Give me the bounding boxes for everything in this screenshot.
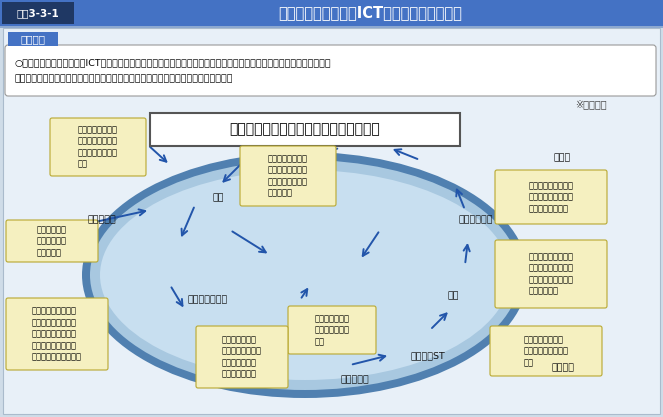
FancyBboxPatch shape [6,220,98,262]
FancyBboxPatch shape [50,118,146,176]
Text: 薬局: 薬局 [448,291,459,301]
Ellipse shape [100,170,510,380]
Text: 本人の状況・状
態に応じた、より
質の高いケアを
行うことが可能: 本人の状況・状 態に応じた、より 質の高いケアを 行うことが可能 [222,335,262,379]
Text: 状態にあった質の
高い医薬・介護サ
ービスを効率的に
受けられる: 状態にあった質の 高い医薬・介護サ ービスを効率的に 受けられる [268,154,308,198]
Text: 介護事業所: 介護事業所 [341,375,369,384]
Text: 目指す姿: 目指す姿 [21,34,46,44]
Bar [0,26,663,28]
Text: 保険者: 保険者 [554,153,571,163]
FancyBboxPatch shape [196,326,288,388]
Text: 医療の質向上
のための分析
研究の発展: 医療の質向上 のための分析 研究の発展 [37,225,67,257]
Text: 行政機関: 行政機関 [552,364,575,372]
Text: 医療等分野におけるICT化の徹底が目指す姿: 医療等分野におけるICT化の徹底が目指す姿 [278,5,462,20]
Ellipse shape [90,160,520,390]
FancyBboxPatch shape [240,146,336,206]
FancyBboxPatch shape [288,306,376,354]
Text: 在宅療養担当医: 在宅療養担当医 [188,296,228,304]
FancyBboxPatch shape [495,170,607,224]
Text: ※イメージ: ※イメージ [575,99,607,109]
Text: かかりつけ医: かかりつけ医 [459,216,493,224]
Text: 図表3-3-1: 図表3-3-1 [17,8,60,18]
Text: 病院の検査結果を診
療に活用。紹介・逆
紹介により、患者を
総合的に診察: 病院の検査結果を診 療に活用。紹介・逆 紹介により、患者を 総合的に診察 [528,252,573,296]
Text: 病院: 病院 [212,193,223,203]
Bar [8,32,58,46]
Text: 効果的な情報分析
による政策の立案・
運営: 効果的な情報分析 による政策の立案・ 運営 [524,335,568,367]
Text: ○医療情報の標準化や共通ICTインフラを整備し、医療の質と効率性の向上を図ることで、世界に誇る保健医療水準を維: ○医療情報の標準化や共通ICTインフラを整備し、医療の質と効率性の向上を図ること… [15,58,332,68]
Text: 状態の変化をタイム
リーに把握可能。生
活状況が分かること
で、投薬や処置の効
果を把握しやすくなる: 状態の変化をタイム リーに把握可能。生 活状況が分かること で、投薬や処置の効 … [32,306,82,362]
FancyBboxPatch shape [5,45,656,96]
Text: 訪問看護ST: 訪問看護ST [410,352,446,361]
Text: 診療所等での過去
の診療情報を活か
して救急医療等に
対応: 診療所等での過去 の診療情報を活か して救急医療等に 対応 [78,126,118,168]
FancyBboxPatch shape [6,298,108,370]
FancyBboxPatch shape [490,326,602,376]
Text: 持するとともに、民間の投資を喚起し、健康で安心して暮らせる社会を実現する。: 持するとともに、民間の投資を喚起し、健康で安心して暮らせる社会を実現する。 [15,75,233,83]
Text: 自分の健康情報
を活用して健康
増進: 自分の健康情報 を活用して健康 増進 [314,314,349,346]
Text: 「健康で安心して暮らせる社会」の実現: 「健康で安心して暮らせる社会」の実現 [229,122,381,136]
Bar [2,2,74,24]
Text: 保険者による効果的
な情報活用により、
加入者の健康増進: 保険者による効果的 な情報活用により、 加入者の健康増進 [528,181,573,213]
Text: 研究機関等: 研究機関等 [88,216,117,224]
Bar [0,0,663,26]
Ellipse shape [82,152,528,398]
Bar [150,113,460,146]
FancyBboxPatch shape [495,240,607,308]
